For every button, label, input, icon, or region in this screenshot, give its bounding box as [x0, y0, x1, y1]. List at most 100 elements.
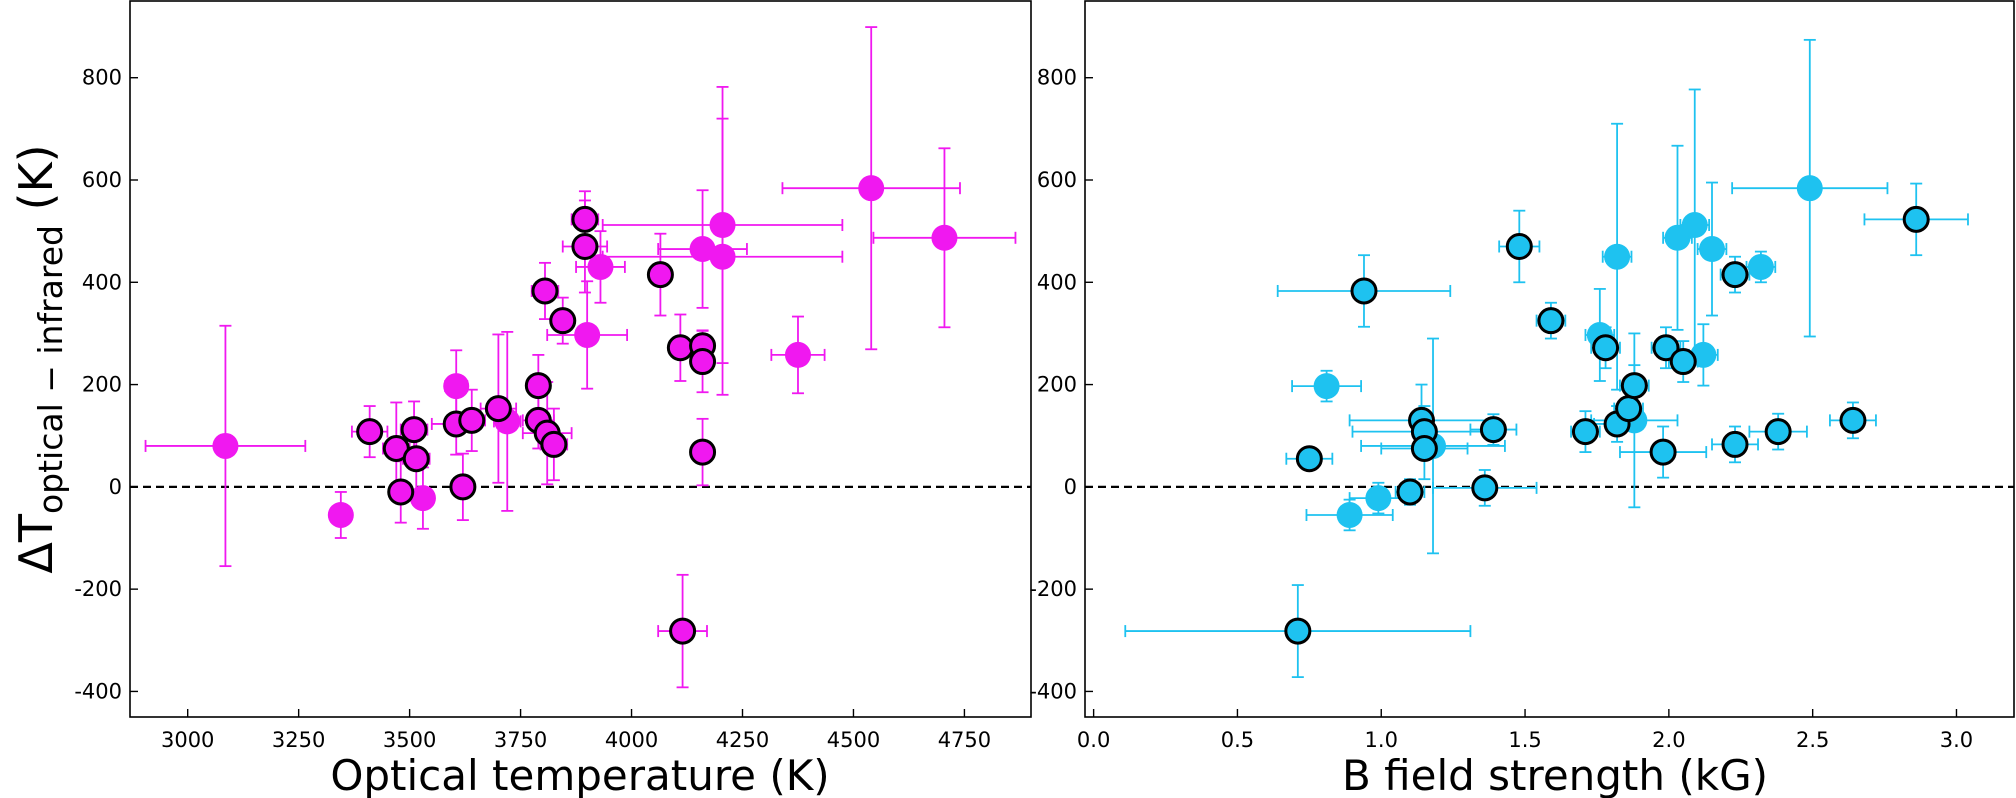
temperature-point-19: [551, 309, 575, 333]
temperature-point-29: [691, 350, 715, 374]
bfield-x-tick-label-1: 0.5: [1221, 728, 1254, 752]
temperature-x-tick-label-6: 4500: [827, 728, 880, 752]
temperature-x-tick-label-1: 3250: [272, 728, 325, 752]
temperature-x-tick-label-2: 3500: [383, 728, 436, 752]
temperature-y-tick-label-5: 600: [82, 168, 122, 192]
temperature-point-6: [404, 447, 428, 471]
temperature-plot-area: 3000 3250 3500 3750 4000 4250 4500 4750-400-200…: [74, 27, 1031, 752]
bfield-point-30: [1723, 263, 1747, 287]
temperature-panel: 3000 3250 3500 3750 4000 4250 4500 4750-400-200…: [9, 1, 1031, 798]
bfield-point-20: [1617, 397, 1641, 421]
bfield-y-tick-label-4: 400: [1037, 270, 1077, 294]
bfield-point-14: [1539, 309, 1563, 333]
bfield-plot-frame: [1085, 1, 2014, 717]
temperature-point-8: [443, 373, 469, 399]
temperature-point-33: [785, 342, 811, 368]
bfield-point-33: [1766, 420, 1790, 444]
bfield-point-26: [1671, 350, 1695, 374]
temperature-x-axis-title: Optical temperature (K): [330, 751, 829, 798]
bfield-point-4: [1352, 279, 1376, 303]
temperature-point-35: [931, 225, 957, 251]
temperature-point-24: [648, 263, 672, 287]
bfield-x-tick-label-6: 3.0: [1940, 728, 1973, 752]
temperature-point-34: [858, 175, 884, 201]
bfield-y-tick-label-1: -200: [1029, 577, 1077, 601]
y-axis-title-unit: (K): [9, 144, 63, 225]
temperature-y-tick-label-2: 0: [109, 475, 122, 499]
y-axis-title-main: ΔT: [9, 513, 63, 573]
temperature-y-tick-label-4: 400: [82, 270, 122, 294]
bfield-x-tick-label-4: 2.0: [1652, 728, 1685, 752]
bfield-point-3: [1337, 502, 1363, 528]
temperature-x-tick-label-3: 3750: [494, 728, 547, 752]
temperature-y-tick-label-0: -400: [74, 679, 122, 703]
temperature-points: [212, 175, 957, 643]
temperature-plot-frame: [130, 1, 1031, 717]
temperature-point-26: [671, 619, 695, 643]
bfield-y-tick-label-0: -400: [1029, 679, 1077, 703]
bfield-points: [1286, 175, 1928, 643]
bfield-y-tick-label-3: 200: [1037, 373, 1077, 397]
temperature-point-2: [358, 420, 382, 444]
bfield-y-tick-label-6: 800: [1037, 66, 1077, 90]
bfield-y-tick-label-2: 0: [1064, 475, 1077, 499]
temperature-point-32: [710, 244, 736, 270]
bfield-point-31: [1723, 432, 1747, 456]
temperature-point-0: [212, 433, 238, 459]
bfield-point-27: [1682, 212, 1708, 238]
bfield-y-tick-label-5: 600: [1037, 168, 1077, 192]
temperature-point-11: [460, 408, 484, 432]
bfield-x-tick-label-2: 1.0: [1365, 728, 1398, 752]
temperature-x-tick-label-0: 3000: [161, 728, 214, 752]
temperature-y-tick-label-3: 200: [82, 373, 122, 397]
temperature-point-16: [533, 279, 557, 303]
temperature-y-tick-label-6: 800: [82, 66, 122, 90]
bfield-point-9: [1412, 437, 1436, 461]
temperature-x-tick-label-5: 4250: [716, 728, 769, 752]
bfield-point-1: [1297, 447, 1321, 471]
bfield-point-12: [1481, 418, 1505, 442]
bfield-point-0: [1286, 619, 1310, 643]
bfield-point-29: [1699, 236, 1725, 262]
temperature-point-20: [573, 207, 597, 231]
temperature-point-1: [328, 502, 354, 528]
bfield-point-13: [1507, 234, 1531, 258]
bfield-point-32: [1748, 254, 1774, 280]
temperature-point-10: [451, 475, 475, 499]
temperature-point-4: [389, 480, 413, 504]
bfield-point-23: [1651, 440, 1675, 464]
bfield-point-36: [1904, 207, 1928, 231]
bfield-x-axis-title: B field strength (kG): [1342, 751, 1768, 798]
bfield-plot-area: 0.0 0.5 1.0 1.5 2.0 2.5 3.0 -400 -200 0 200 400 600 8…: [1029, 40, 2014, 752]
bfield-point-35: [1841, 408, 1865, 432]
temperature-point-21: [573, 234, 597, 258]
bfield-point-5: [1365, 485, 1391, 511]
bfield-point-17: [1594, 336, 1618, 360]
bfield-point-18: [1604, 244, 1630, 270]
bfield-point-21: [1622, 374, 1646, 398]
bfield-error-bars: [1125, 40, 1968, 677]
bfield-point-11: [1473, 476, 1497, 500]
temperature-point-14: [526, 374, 550, 398]
temperature-x-tick-label-7: 4750: [938, 728, 991, 752]
bfield-point-15: [1573, 420, 1597, 444]
temperature-point-30: [691, 440, 715, 464]
temperature-point-25: [668, 336, 692, 360]
bfield-point-6: [1398, 480, 1422, 504]
temperature-x-tick-label-4: 4000: [605, 728, 658, 752]
temperature-point-31: [710, 212, 736, 238]
bfield-x-tick-label-0: 0.0: [1077, 728, 1110, 752]
temperature-y-tick-label-1: -200: [74, 577, 122, 601]
temperature-point-5: [402, 418, 426, 442]
temperature-point-12: [486, 397, 510, 421]
bfield-x-tick-label-3: 1.5: [1508, 728, 1541, 752]
bfield-point-34: [1797, 175, 1823, 201]
temperature-point-22: [574, 322, 600, 348]
temperature-error-bars: [146, 27, 1016, 687]
bfield-point-2: [1314, 373, 1340, 399]
bfield-panel: 0.0 0.5 1.0 1.5 2.0 2.5 3.0 -400 -200 0 200 400 600 8…: [1029, 1, 2014, 798]
temperature-y-axis-title: ΔToptical − infrared (K): [9, 144, 70, 573]
bfield-x-tick-label-5: 2.5: [1796, 728, 1829, 752]
temperature-point-18: [542, 432, 566, 456]
